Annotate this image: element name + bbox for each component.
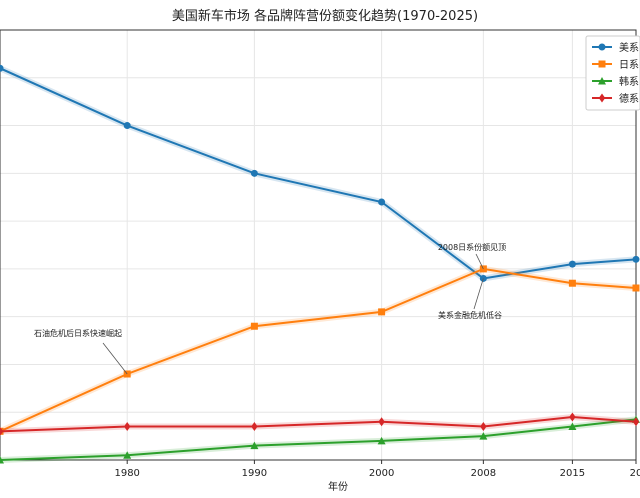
series-2-point-3 <box>377 436 386 445</box>
series-3-point-3 <box>378 417 385 427</box>
legend-marker-1 <box>598 60 606 68</box>
chart-title: 美国新车市场 各品牌阵营份额变化趋势(1970-2025) <box>172 8 478 24</box>
legend-label-2: 韩系 <box>619 75 639 88</box>
annotation-arrow-2 <box>473 278 484 310</box>
series-line-1 <box>0 267 637 433</box>
series-2-point-2 <box>250 441 259 450</box>
series-2-point-0 <box>0 456 4 464</box>
legend-box <box>585 35 640 111</box>
legend-marker-2 <box>598 77 606 85</box>
series-3-point-0 <box>0 426 4 436</box>
series-0-point-2 <box>250 169 258 177</box>
x-axis-label: 年份 <box>328 480 348 493</box>
series-0-point-3 <box>378 198 386 206</box>
series-3-point-4 <box>480 422 487 432</box>
x-tick-label-5: 20 <box>630 468 640 479</box>
annotation-0: 石油危机后日系快速崛起 <box>34 328 122 338</box>
x-tick-label-4: 2015 <box>560 468 585 479</box>
legend-label-3: 德系 <box>619 92 639 105</box>
annotation-arrow-0 <box>102 342 128 375</box>
plot-frame <box>0 29 637 461</box>
x-tick-label-3: 2008 <box>471 468 496 479</box>
annotation-arrow-1 <box>475 253 484 270</box>
x-tick-label-1: 1990 <box>242 468 267 479</box>
x-tick-label-2: 2000 <box>369 468 394 479</box>
series-2-point-4 <box>479 432 488 440</box>
legend-label-0: 美系 <box>619 41 639 54</box>
legend-marker-3 <box>598 93 606 103</box>
series-3-point-1 <box>124 422 131 432</box>
annotation-2: 美系金融危机低谷 <box>438 310 502 320</box>
series-1-point-3 <box>378 308 386 316</box>
series-halo-1 <box>0 265 637 435</box>
series-2-point-1 <box>123 451 132 459</box>
series-3-point-5 <box>569 412 576 422</box>
annotation-1: 2008日系份额见顶 <box>438 242 506 252</box>
series-1-point-6 <box>632 284 640 292</box>
series-0-point-6 <box>632 255 640 263</box>
series-0-point-5 <box>568 260 576 268</box>
legend-label-1: 日系 <box>619 59 639 71</box>
series-1-point-2 <box>250 322 258 330</box>
series-3-point-6 <box>632 417 640 427</box>
series-1-point-5 <box>568 279 576 287</box>
series-3-point-2 <box>251 422 258 432</box>
series-0-point-1 <box>123 122 131 130</box>
series-2-point-5 <box>568 422 577 431</box>
plot-area: 1980 1990 2000 2008 2015 20 石油危机后日系快速崛起 2008日系份… <box>0 29 640 479</box>
x-tick-label-0: 1980 <box>114 468 139 479</box>
series-0-point-0 <box>0 64 4 72</box>
legend-marker-0 <box>598 43 606 51</box>
